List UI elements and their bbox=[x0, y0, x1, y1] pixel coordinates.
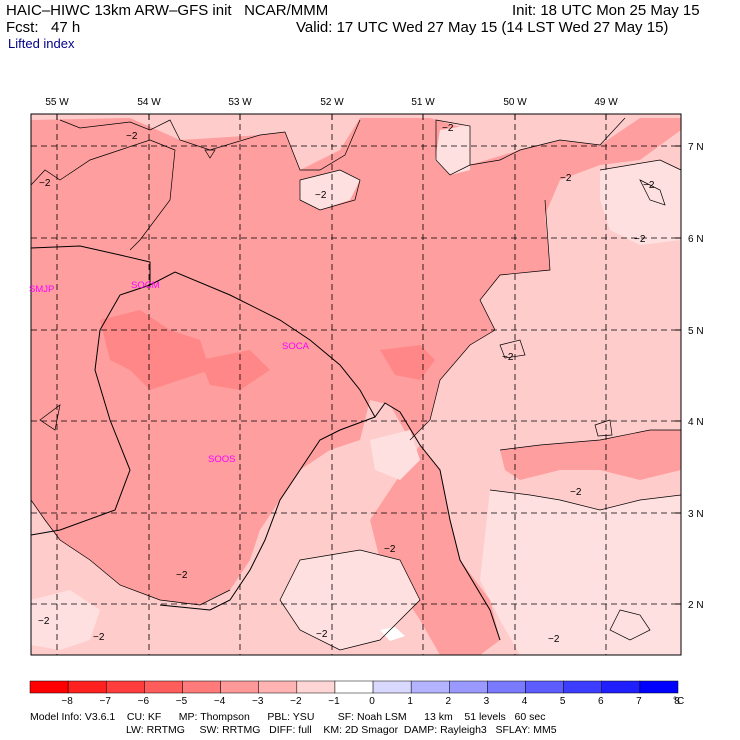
colorbar-label: −7 bbox=[100, 696, 112, 707]
colorbar-label: −3 bbox=[252, 696, 264, 707]
colorbar-swatch bbox=[29, 680, 69, 694]
lat-lon-grid bbox=[31, 114, 681, 655]
colorbar-swatch bbox=[334, 680, 374, 694]
contour-label: −2 bbox=[384, 544, 396, 555]
lat-label-5n: 5 N bbox=[688, 326, 704, 337]
colorbar-swatch bbox=[563, 680, 603, 694]
contour-label: −2 bbox=[93, 632, 105, 643]
station-label: SOCM bbox=[131, 280, 160, 291]
contour-label: −2 bbox=[315, 190, 327, 201]
lon-label-51w: 51 W bbox=[411, 97, 435, 108]
colorbar-swatch bbox=[639, 680, 679, 694]
model-info-line2: LW: RRTMG SW: RRTMG DIFF: full KM: 2D Sm… bbox=[126, 724, 557, 736]
lon-label-55w: 55 W bbox=[45, 97, 69, 108]
colorbar-label: 7 bbox=[636, 696, 642, 707]
colorbar-label: 2 bbox=[446, 696, 452, 707]
colorbar-swatch bbox=[182, 680, 221, 694]
contour-label: −2 bbox=[634, 234, 646, 245]
colorbar-swatch bbox=[449, 680, 488, 694]
init-time: Init: 18 UTC Mon 25 May 15 bbox=[512, 2, 700, 19]
axis-ticks bbox=[56, 114, 681, 605]
contour-label: −2 bbox=[548, 634, 560, 645]
model-info-line1: Model Info: V3.6.1 CU: KF MP: Thompson P… bbox=[30, 711, 546, 723]
colorbar-label: −2 bbox=[290, 696, 302, 707]
colorbar-swatch bbox=[67, 680, 107, 694]
colorbar-label: 3 bbox=[484, 696, 490, 707]
contour-label: −2 bbox=[442, 123, 454, 134]
map-frame bbox=[30, 113, 682, 656]
valid-time: Valid: 17 UTC Wed 27 May 15 (14 LST Wed … bbox=[296, 19, 669, 36]
lat-label-6n: 6 N bbox=[688, 234, 704, 245]
lon-label-53w: 53 W bbox=[228, 97, 252, 108]
lon-label-54w: 54 W bbox=[137, 97, 161, 108]
contour-label: −2 bbox=[38, 616, 50, 627]
station-label: SOCA bbox=[282, 341, 310, 352]
contour-label: −2 bbox=[560, 173, 572, 184]
lon-label-50w: 50 W bbox=[503, 97, 527, 108]
colorbar-swatch bbox=[410, 680, 450, 694]
lat-label-3n: 3 N bbox=[688, 509, 704, 520]
contour-lines bbox=[30, 117, 682, 651]
field-name: Lifted index bbox=[8, 36, 75, 51]
colorbar-label: 6 bbox=[598, 696, 604, 707]
contour-label: −2 bbox=[316, 629, 328, 640]
colorbar-label: −6 bbox=[138, 696, 150, 707]
contour-label: −2 bbox=[126, 131, 138, 142]
lon-label-49w: 49 W bbox=[594, 97, 618, 108]
contour-label: −2 bbox=[39, 178, 51, 189]
li-shading-darkest bbox=[100, 310, 435, 390]
colorbar-swatch bbox=[144, 680, 183, 694]
colorbar-label: 0 bbox=[369, 696, 375, 707]
colorbar-swatch bbox=[258, 680, 298, 694]
model-title: HAIC–HIWC 13km ARW–GFS init NCAR/MMM bbox=[6, 2, 329, 19]
colorbar-label: 8 bbox=[674, 696, 680, 707]
colorbar-swatch bbox=[220, 680, 259, 694]
colorbar-swatch bbox=[487, 680, 526, 694]
contour-label: −2 bbox=[176, 570, 188, 581]
colorbar-label: −8 bbox=[61, 696, 73, 707]
colorbar-swatch bbox=[296, 680, 336, 694]
colorbar-label: −4 bbox=[214, 696, 226, 707]
colorbar-label: 4 bbox=[522, 696, 528, 707]
lon-label-52w: 52 W bbox=[320, 97, 344, 108]
country-boundaries bbox=[30, 245, 501, 641]
colorbar-label: −1 bbox=[328, 696, 340, 707]
contour-label: −2 bbox=[502, 352, 514, 363]
colorbar-swatch bbox=[601, 680, 641, 694]
colorbar-unit: °C bbox=[673, 696, 684, 707]
colorbar-swatch bbox=[372, 680, 412, 694]
station-label: SMJP bbox=[29, 284, 54, 295]
colorbar-swatch bbox=[525, 680, 564, 694]
lat-label-4n: 4 N bbox=[688, 417, 704, 428]
forecast-hour: Fcst: 47 h bbox=[6, 19, 81, 36]
colorbar-swatch bbox=[105, 680, 145, 694]
lat-label-2n: 2 N bbox=[688, 600, 704, 611]
li-shading-lighter bbox=[31, 125, 681, 655]
contour-label: −2 bbox=[570, 487, 582, 498]
colorbar-label: −5 bbox=[176, 696, 188, 707]
station-label: SOOS bbox=[208, 454, 235, 465]
contour-label: −2 bbox=[643, 180, 655, 191]
lat-label-7n: 7 N bbox=[688, 142, 704, 153]
colorbar: −8 −7 −6 −5 −4 −3 −2 −1 0 1 2 3 4 5 6 7 8 bbox=[29, 680, 680, 707]
li-shading-white bbox=[380, 627, 405, 641]
colorbar-label: 1 bbox=[407, 696, 413, 707]
colorbar-label: 5 bbox=[560, 696, 566, 707]
